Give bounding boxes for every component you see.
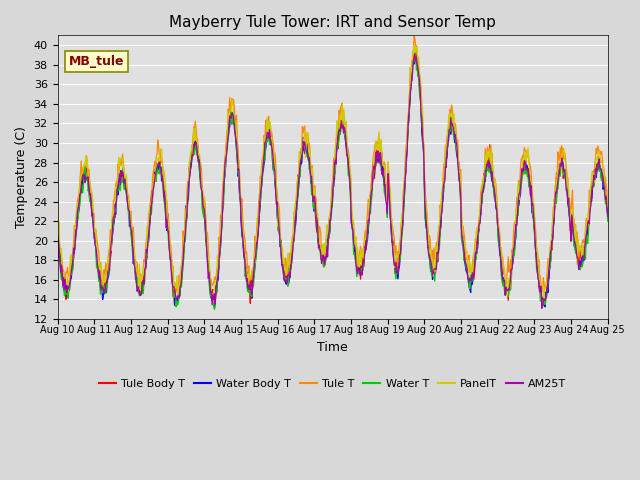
Tule Body T — [417, 104, 425, 110]
Tule T — [604, 205, 612, 211]
Tule Body T — [176, 288, 184, 293]
PanelT — [410, 43, 418, 49]
PanelT — [417, 90, 425, 96]
Line: Water Body T: Water Body T — [58, 55, 608, 307]
Water Body T — [176, 293, 184, 299]
Water Body T — [412, 52, 419, 58]
Tule Body T — [400, 196, 408, 202]
AM25T — [176, 284, 184, 289]
Water T — [211, 306, 218, 312]
Water Body T — [541, 304, 548, 310]
Water Body T — [399, 209, 407, 215]
Water Body T — [54, 233, 61, 239]
Water T — [412, 50, 419, 56]
Tule Body T — [411, 44, 419, 49]
Tule T — [400, 179, 408, 185]
Tule Body T — [604, 209, 612, 215]
Tule T — [173, 289, 180, 295]
Water T — [120, 187, 128, 192]
Tule Body T — [120, 172, 128, 178]
Tule Body T — [205, 268, 213, 274]
PanelT — [400, 187, 408, 192]
Title: Mayberry Tule Tower: IRT and Sensor Temp: Mayberry Tule Tower: IRT and Sensor Temp — [169, 15, 496, 30]
Tule T — [177, 267, 184, 273]
Tule Body T — [54, 220, 61, 226]
Water T — [417, 112, 425, 118]
Tule Body T — [63, 288, 71, 294]
X-axis label: Time: Time — [317, 341, 348, 354]
Line: Water T: Water T — [58, 53, 608, 309]
Legend: Tule Body T, Water Body T, Tule T, Water T, PanelT, AM25T: Tule Body T, Water Body T, Tule T, Water… — [95, 374, 571, 393]
AM25T — [54, 231, 61, 237]
Tule T — [206, 271, 214, 276]
Tule Body T — [211, 304, 218, 310]
Line: Tule T: Tule T — [58, 36, 608, 292]
Tule T — [410, 33, 418, 39]
Tule T — [417, 86, 425, 92]
Water Body T — [205, 271, 213, 276]
Water Body T — [604, 211, 612, 217]
PanelT — [209, 300, 217, 306]
AM25T — [205, 269, 213, 275]
Water T — [63, 289, 71, 295]
Line: Tule Body T: Tule Body T — [58, 47, 608, 307]
AM25T — [399, 204, 407, 209]
Water T — [54, 233, 61, 239]
AM25T — [417, 87, 424, 93]
PanelT — [54, 217, 61, 223]
PanelT — [176, 282, 184, 288]
Water Body T — [63, 294, 71, 300]
Tule T — [120, 168, 128, 173]
Line: AM25T: AM25T — [58, 53, 608, 308]
PanelT — [604, 204, 612, 209]
PanelT — [63, 275, 71, 280]
AM25T — [538, 305, 546, 311]
Water Body T — [120, 172, 128, 178]
AM25T — [411, 50, 419, 56]
Tule T — [63, 264, 71, 270]
PanelT — [205, 258, 213, 264]
Tule T — [54, 206, 61, 212]
Water T — [400, 199, 408, 205]
Water Body T — [417, 93, 424, 98]
AM25T — [120, 180, 128, 186]
AM25T — [63, 283, 71, 289]
Water T — [176, 292, 184, 298]
Water T — [604, 218, 612, 224]
AM25T — [604, 214, 612, 219]
Line: PanelT: PanelT — [58, 46, 608, 303]
Water T — [205, 279, 213, 285]
PanelT — [120, 168, 128, 174]
Text: MB_tule: MB_tule — [68, 55, 124, 68]
Y-axis label: Temperature (C): Temperature (C) — [15, 126, 28, 228]
